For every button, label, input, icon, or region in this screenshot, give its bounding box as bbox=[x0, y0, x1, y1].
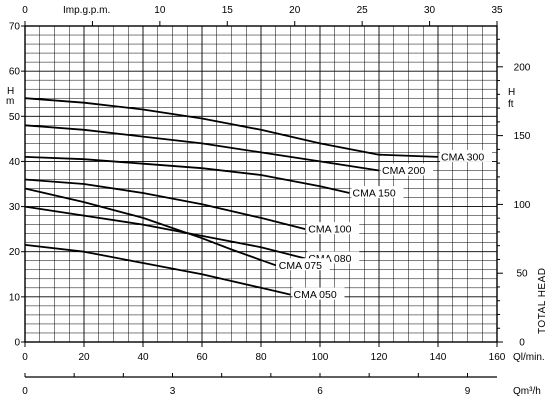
x-top-tick-label: 15 bbox=[222, 5, 234, 16]
x-primary-tick-label: 160 bbox=[489, 352, 506, 363]
x-bottom-axis-label: Qm³/h bbox=[513, 386, 541, 397]
y-right-tick-label: 50 bbox=[516, 269, 528, 280]
series-line bbox=[24, 124, 380, 172]
series-label: CMA 200 bbox=[382, 165, 425, 177]
y-left-tick-label: 60 bbox=[9, 67, 21, 78]
x-primary-tick-label: 100 bbox=[312, 352, 329, 363]
series-line bbox=[24, 97, 439, 158]
series-label-bg bbox=[351, 186, 404, 199]
y-right-tick-label: 100 bbox=[514, 200, 531, 211]
series-label: CMA 150 bbox=[353, 188, 396, 200]
x-primary-tick-label: 20 bbox=[78, 352, 90, 363]
y-right-tick-label: 200 bbox=[514, 62, 531, 73]
x-bottom-tick-label: 6 bbox=[317, 386, 323, 397]
x-top-axis-label: Imp.g.p.m. bbox=[63, 5, 110, 16]
x-primary-tick-label: 80 bbox=[255, 352, 267, 363]
series-line bbox=[24, 244, 291, 296]
x-primary-tick-label: 60 bbox=[196, 352, 208, 363]
series-label-bg bbox=[292, 287, 345, 300]
y-right-axis-label-top: H bbox=[508, 87, 515, 98]
y-right-tick-label: 0 bbox=[519, 338, 525, 349]
y-left-tick-label: 40 bbox=[9, 157, 21, 168]
x-top-tick-label: 25 bbox=[357, 5, 369, 16]
x-top-tick-label: 10 bbox=[154, 5, 166, 16]
x-top-tick-label: 0 bbox=[22, 5, 28, 16]
series-line bbox=[24, 178, 306, 230]
series-line bbox=[24, 156, 350, 194]
y-left-tick-label: 10 bbox=[9, 292, 21, 303]
series-label: CMA 100 bbox=[308, 224, 351, 236]
series-line bbox=[24, 205, 306, 260]
y-left-axis-label-bottom: m bbox=[6, 96, 14, 107]
series-label-bg bbox=[277, 258, 330, 271]
series-label-bg bbox=[381, 163, 433, 176]
x-top-tick-label: 30 bbox=[424, 5, 436, 16]
x-primary-tick-label: 0 bbox=[22, 352, 28, 363]
x-primary-tick-label: 40 bbox=[137, 352, 149, 363]
x-top-tick-label: 20 bbox=[289, 5, 301, 16]
grid bbox=[24, 25, 498, 343]
axes bbox=[21, 21, 503, 378]
y-left-tick-label: 20 bbox=[9, 247, 21, 258]
y-left-tick-label: 70 bbox=[9, 22, 21, 33]
y-left-tick-label: 50 bbox=[9, 112, 21, 123]
y-left-axis-label-top: H bbox=[7, 86, 14, 97]
x-primary-tick-label: 120 bbox=[371, 352, 388, 363]
series-label: CMA 300 bbox=[441, 151, 484, 163]
x-primary-axis-label: Ql/min. bbox=[513, 352, 545, 363]
series-line bbox=[24, 187, 277, 267]
labels: Imp.g.p.m. H m H ft TOTAL HEAD Ql/min. Q… bbox=[6, 5, 548, 397]
y-right-axis-title: TOTAL HEAD bbox=[537, 268, 548, 335]
series-label-bg bbox=[307, 222, 360, 235]
series-label-bg bbox=[440, 149, 492, 162]
x-primary-tick-label: 140 bbox=[430, 352, 447, 363]
series-label: CMA 050 bbox=[294, 289, 337, 301]
x-bottom-tick-label: 0 bbox=[22, 386, 28, 397]
y-right-axis-label-bottom: ft bbox=[508, 99, 514, 110]
y-left-tick-label: 30 bbox=[9, 202, 21, 213]
series-label: CMA 075 bbox=[279, 260, 322, 272]
x-bottom-tick-label: 3 bbox=[170, 386, 176, 397]
y-right-tick-label: 150 bbox=[514, 131, 531, 142]
x-top-tick-label: 35 bbox=[491, 5, 503, 16]
y-left-tick-label: 0 bbox=[14, 338, 20, 349]
x-bottom-tick-label: 9 bbox=[465, 386, 471, 397]
